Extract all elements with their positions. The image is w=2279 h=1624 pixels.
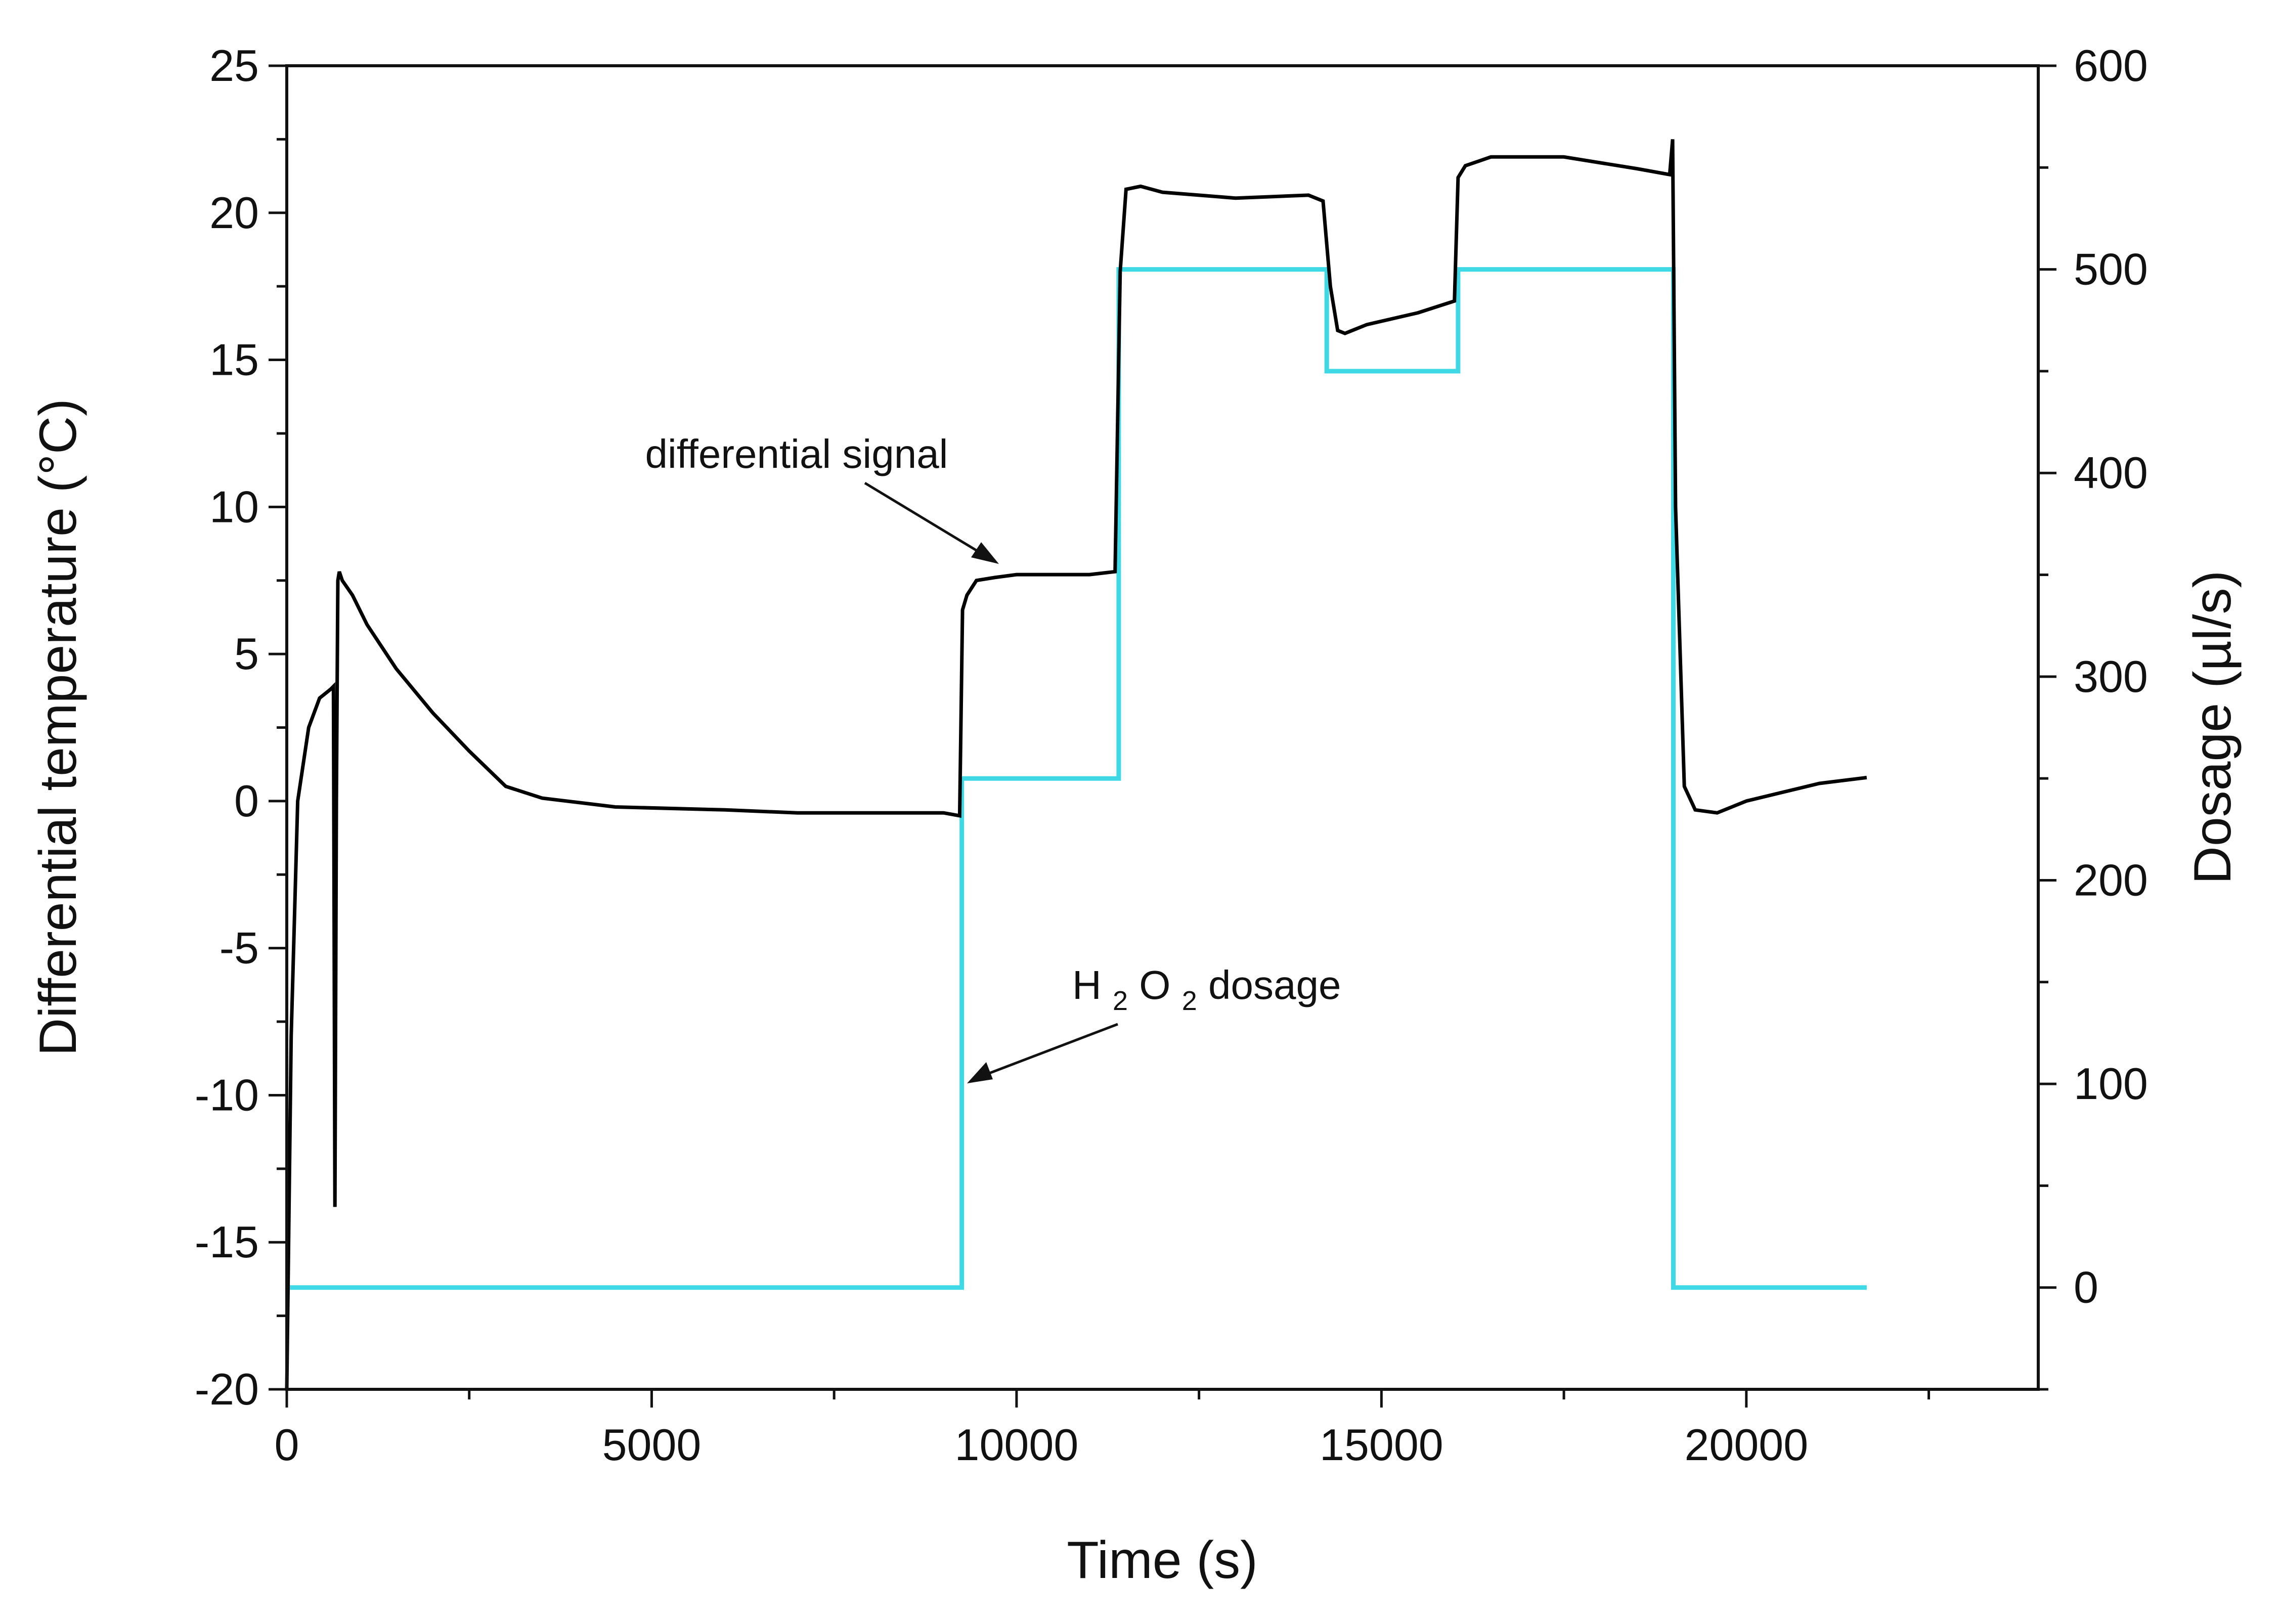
y-left-tick-label: 15 <box>209 335 259 385</box>
y-left-tick-label: -10 <box>195 1070 259 1120</box>
y-right-tick-label: 600 <box>2074 40 2148 91</box>
y-right-tick-label: 100 <box>2074 1059 2148 1109</box>
y-right-axis-label: Dosage (µl/s) <box>2183 570 2242 885</box>
y-left-tick-label: -5 <box>220 923 259 973</box>
y-left-tick-label: -15 <box>195 1217 259 1267</box>
series-layer <box>285 139 1867 1390</box>
x-tick-label: 5000 <box>602 1420 702 1470</box>
annotations: differential signal H 2 O 2 dosage <box>645 431 1341 1083</box>
y-left-tick-label: 10 <box>209 481 259 532</box>
y-left-tick-label: -20 <box>195 1364 259 1414</box>
annotation-h2o2-h: H <box>1072 962 1102 1007</box>
x-tick-label: 20000 <box>1684 1420 1808 1470</box>
tick-marks <box>269 64 2056 1408</box>
y-right-tick-label: 500 <box>2074 244 2148 294</box>
y-left-tick-label: 20 <box>209 188 259 238</box>
y-right-tick-label: 300 <box>2074 651 2148 701</box>
y-left-tick-label: 0 <box>234 776 259 826</box>
series-line-h2o2-dosage <box>287 267 1867 1290</box>
x-tick-label: 0 <box>275 1420 299 1470</box>
annotation-differential-signal: differential signal <box>645 431 948 476</box>
annotation-h2o2-o: O <box>1139 962 1170 1007</box>
x-tick-label: 15000 <box>1320 1420 1443 1470</box>
tick-labels: 0 5000 10000 15000 20000-20-15-10-5051015202… <box>195 40 2148 1470</box>
annotation-arrowhead-differential-signal <box>971 542 999 564</box>
annotation-h2o2-dosage-word: dosage <box>1208 962 1341 1007</box>
annotation-arrowhead-h2o2-dosage <box>967 1062 993 1083</box>
plot-frame <box>285 64 2040 1391</box>
y-right-tick-label: 200 <box>2074 855 2148 905</box>
y-left-axis-label: Differential temperature (°C) <box>29 399 87 1056</box>
y-right-tick-label: 0 <box>2074 1262 2098 1312</box>
y-left-tick-label: 25 <box>209 40 259 91</box>
annotation-arrow-h2o2-dosage <box>978 1023 1118 1079</box>
annotation-h2o2-sub1: 2 <box>1113 986 1128 1016</box>
annotation-h2o2-sub2: 2 <box>1182 986 1197 1016</box>
annotation-h2o2-dosage: H 2 O 2 dosage <box>1072 962 1341 1019</box>
series-line-differential-signal <box>285 139 1867 1390</box>
y-right-tick-label: 400 <box>2074 448 2148 498</box>
annotation-arrow-differential-signal <box>864 481 990 559</box>
y-left-tick-label: 5 <box>234 629 259 679</box>
x-axis-label: Time (s) <box>1067 1531 1257 1590</box>
x-tick-label: 10000 <box>955 1420 1079 1470</box>
